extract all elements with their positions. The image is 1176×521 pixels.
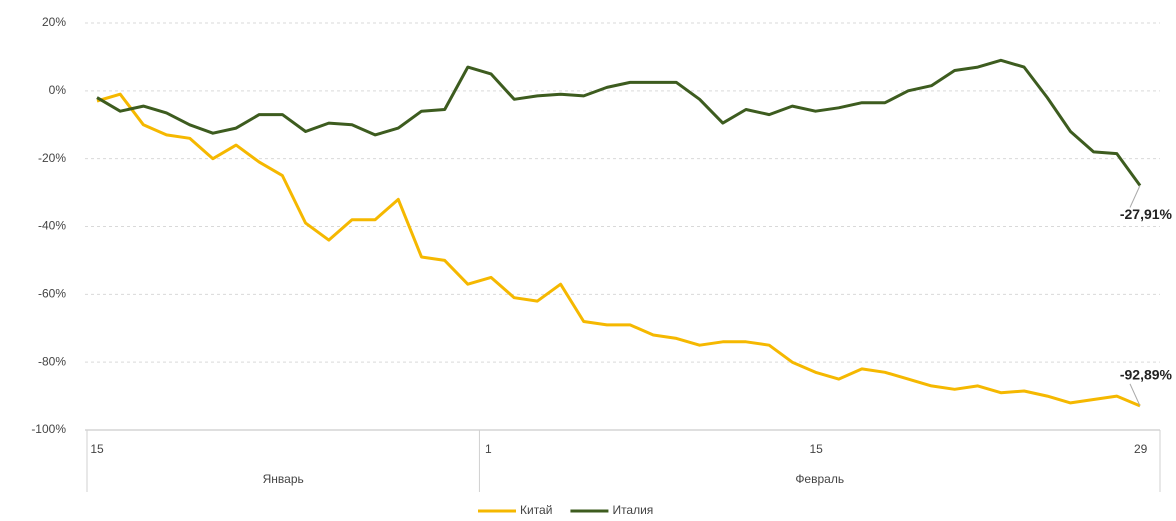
y-tick-label: -80% [38,354,66,368]
y-tick-label: 20% [42,15,66,29]
legend-label: Италия [612,503,653,517]
y-tick-label: -60% [38,287,66,301]
y-tick-label: -100% [31,422,66,436]
data-label: -27,91% [1120,206,1173,222]
legend-label: Китай [520,503,552,517]
label-leader [1129,185,1141,208]
x-tick-label: 15 [90,442,104,456]
y-tick-label: -20% [38,151,66,165]
x-tick-label: 15 [810,442,824,456]
series-line [96,58,1142,187]
y-tick-label: 0% [49,83,67,97]
label-leader [1129,383,1141,407]
y-tick-label: -40% [38,219,66,233]
group-label: Февраль [795,472,844,486]
x-tick-label: 29 [1134,442,1148,456]
series-line [96,92,1141,408]
data-label: -92,89% [1120,367,1173,383]
group-label: Январь [263,472,304,486]
x-tick-label: 1 [485,442,492,456]
